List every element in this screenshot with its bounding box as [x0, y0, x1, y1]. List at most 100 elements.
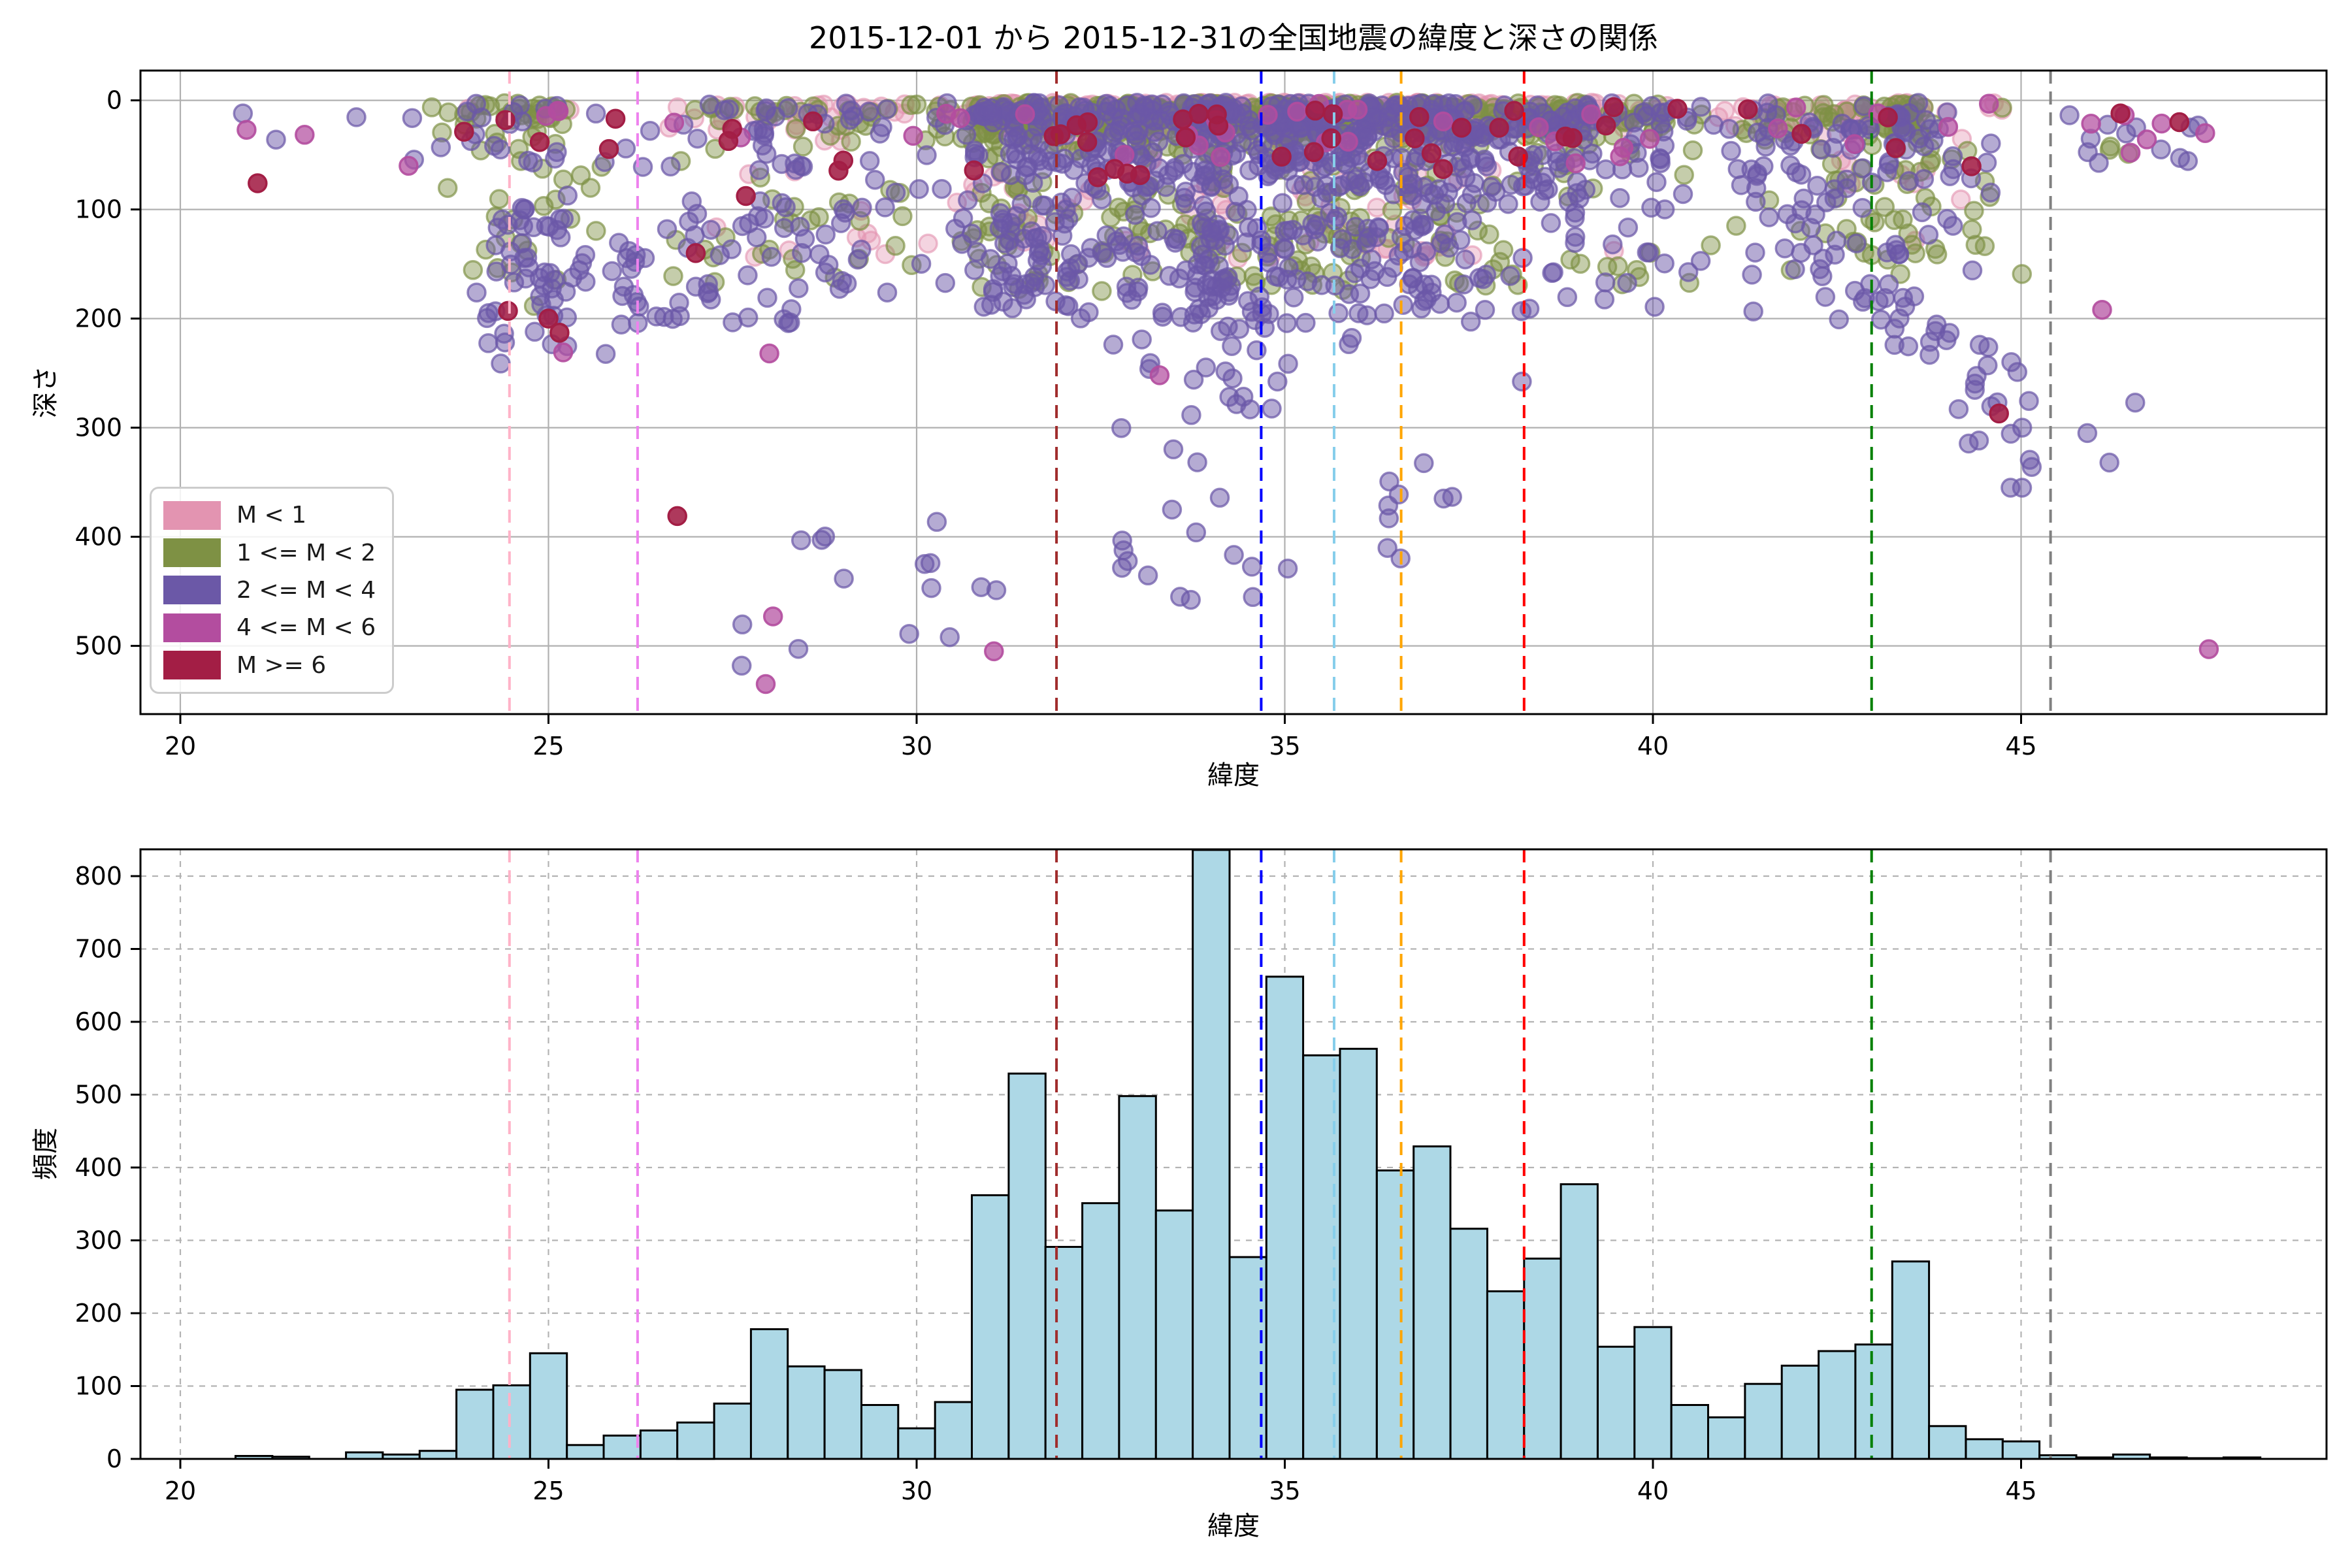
scatter-point [1826, 231, 1847, 251]
scatter-point [785, 259, 806, 280]
scatter-point [1393, 295, 1413, 315]
scatter-point [553, 342, 574, 363]
scatter-point [1595, 115, 1616, 136]
scatter-point [1196, 357, 1217, 378]
scatter-point [1033, 159, 1053, 180]
scatter-point [1273, 238, 1294, 259]
scatter-point [1815, 287, 1836, 307]
scatter-point [1262, 399, 1282, 419]
legend-label: M < 1 [237, 502, 307, 529]
legend-label: 1 <= M < 2 [237, 539, 376, 566]
scatter-point [986, 580, 1007, 600]
scatter-point [1258, 166, 1279, 187]
scatter-point [1109, 235, 1130, 255]
scatter-point [1164, 228, 1184, 249]
scatter-point [1367, 151, 1388, 171]
scatter-point [1414, 453, 1434, 474]
scatter-point [786, 118, 806, 139]
scatter-point [1603, 97, 1624, 118]
scatter-point [2198, 639, 2219, 659]
y-tick-label: 700 [74, 935, 122, 964]
scatter-point [1557, 287, 1578, 308]
scatter-point [529, 132, 550, 152]
scatter-point [1603, 234, 1623, 255]
scatter-point [1305, 101, 1326, 121]
y-tick-label: 200 [74, 1299, 122, 1328]
scatter-point [615, 139, 636, 159]
scatter-point [1891, 117, 1912, 138]
scatter-point [2116, 123, 2136, 144]
reference-lines [508, 71, 2052, 1459]
scatter-point [935, 272, 956, 293]
scatter-point [1135, 97, 1156, 118]
hist-bar [1265, 975, 1305, 1460]
scatter-point [1237, 200, 1257, 220]
scatter-point [788, 638, 809, 659]
scatter-point [2120, 142, 2141, 163]
hist-bar [860, 1404, 900, 1460]
scatter-point [1395, 216, 1415, 236]
scatter-point [1058, 296, 1079, 316]
scatter-point [1498, 193, 1518, 214]
scatter-point [1570, 253, 1591, 274]
hist-bar [787, 1365, 826, 1460]
scatter-point [1745, 242, 1765, 263]
scatter-point [1529, 117, 1549, 137]
scatter-point [990, 266, 1010, 286]
legend-item: 1 <= M < 2 [152, 538, 392, 568]
scatter-point [1181, 405, 1201, 425]
x-tick-label: 20 [165, 1477, 196, 1505]
scatter-point [489, 189, 510, 209]
scatter-point [1952, 129, 1972, 149]
scatter-point [759, 343, 779, 364]
scatter-point [1791, 123, 1812, 144]
scatter-point [1000, 165, 1021, 186]
scatter-point [1741, 159, 1761, 180]
scatter-point [1011, 193, 1032, 214]
hist-bar [749, 1328, 789, 1460]
scatter-point [1793, 188, 1814, 209]
scatter-point [2077, 423, 2098, 444]
scatter-point [1893, 209, 1913, 230]
scatter-point [1409, 106, 1429, 127]
scatter-point [1914, 136, 1935, 157]
scatter-point [1224, 545, 1244, 565]
scatter-point [1403, 268, 1423, 288]
scatter-point [657, 219, 678, 239]
scatter-point [1608, 256, 1628, 276]
scatter-point [1173, 109, 1193, 129]
scatter-point [911, 253, 932, 274]
scatter-point [1112, 531, 1132, 551]
scatter-point [549, 323, 570, 343]
scatter-point [1358, 125, 1378, 146]
scatter-point [1980, 182, 2001, 203]
scatter-point [755, 101, 776, 121]
hist-bar [1044, 1246, 1083, 1460]
scatter-point [917, 145, 937, 165]
scatter-point [1581, 104, 1601, 125]
scatter-point [1541, 213, 1561, 233]
scatter-point [1341, 328, 1362, 348]
scatter-point [2012, 478, 2033, 498]
x-tick-label: 45 [2005, 732, 2036, 760]
legend-item: 2 <= M < 4 [152, 576, 392, 605]
scatter-point [1266, 266, 1286, 287]
hist-bar [1633, 1326, 1673, 1460]
scatter-point [1774, 238, 1795, 259]
scatter-point [1650, 153, 1671, 173]
scatter-point [1791, 165, 1812, 185]
scatter-point [1240, 399, 1260, 419]
scatter-point [547, 142, 567, 162]
scatter-point [1198, 287, 1218, 307]
scatter-point [755, 674, 776, 694]
scatter-point [1962, 220, 1982, 240]
scatter-point [399, 155, 419, 176]
scatter-point [585, 103, 606, 124]
scatter-point [1701, 235, 1721, 255]
scatter-point [1338, 131, 1358, 152]
scatter-point [1186, 522, 1207, 543]
hist-bar [1854, 1343, 1893, 1460]
hist-bar [1339, 1047, 1378, 1460]
y-tick-label: 500 [74, 1081, 122, 1109]
legend-swatch [163, 651, 221, 680]
